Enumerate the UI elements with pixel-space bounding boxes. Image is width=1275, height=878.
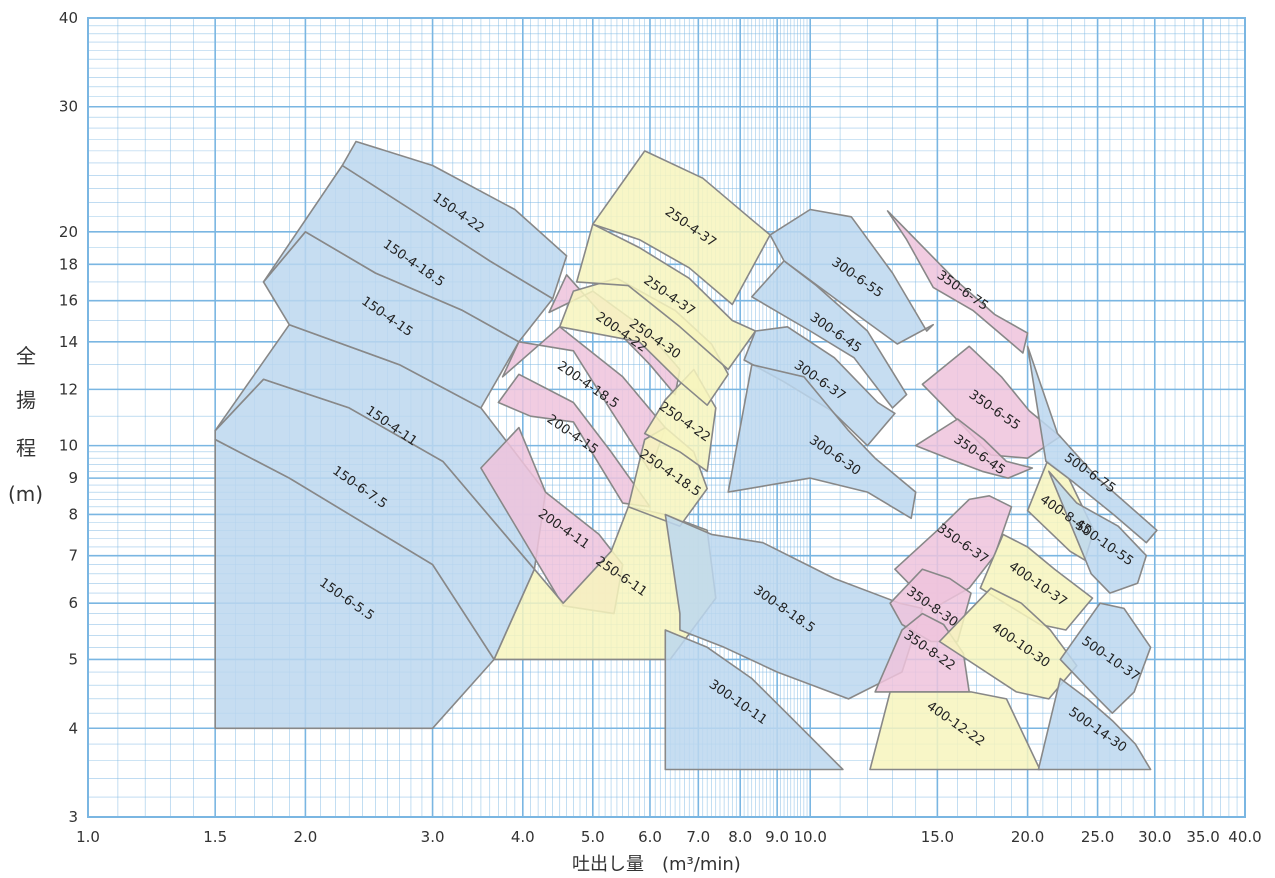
x-tick-label: 2.0 xyxy=(293,828,317,846)
x-tick-label: 25.0 xyxy=(1081,828,1114,846)
y-tick-label: 30 xyxy=(59,98,78,116)
y-tick-label: 8 xyxy=(68,506,78,524)
y-tick-label: 4 xyxy=(68,719,78,737)
zone-150-4-22 xyxy=(341,140,568,300)
x-tick-label: 15.0 xyxy=(921,828,954,846)
y-tick-label: 12 xyxy=(59,380,78,398)
zone-300-6-45 xyxy=(750,260,908,409)
y-tick-label: 5 xyxy=(68,650,78,668)
zone-250-4-37 xyxy=(575,223,757,371)
zone-300-6-30 xyxy=(727,363,917,520)
zone-500-10-37 xyxy=(1059,602,1152,715)
x-tick-label: 3.0 xyxy=(421,828,445,846)
y-axis-label-char-3: 程 xyxy=(16,436,36,460)
zone-300-10-11 xyxy=(664,629,844,771)
y-tick-label: 9 xyxy=(68,469,78,487)
x-tick-label: 1.0 xyxy=(76,828,100,846)
zone-400-10-30 xyxy=(938,587,1078,700)
zone-500-10-55 xyxy=(1048,470,1148,594)
zone-500-6-75 xyxy=(1026,345,1158,544)
y-tick-label: 14 xyxy=(59,333,78,351)
y-tick-label: 3 xyxy=(68,808,78,826)
x-axis-label: 吐出し量 (m³/min) xyxy=(572,854,741,875)
y-tick-label: 7 xyxy=(68,547,78,565)
zone-500-14-30 xyxy=(1037,677,1152,771)
y-tick-label: 10 xyxy=(59,437,78,455)
x-tick-label: 8.0 xyxy=(728,828,752,846)
x-tick-label: 9.0 xyxy=(765,828,789,846)
x-axis-tick-labels: 1.0 1.5 2.0 3.0 4.0 5.0 6.0 7.0 8.0 9.0 10.0 15.0 20… xyxy=(76,828,1262,846)
x-tick-label: 35.0 xyxy=(1186,828,1219,846)
x-tick-label: 1.5 xyxy=(203,828,227,846)
x-tick-label: 40.0 xyxy=(1228,828,1261,846)
x-tick-label: 30.0 xyxy=(1138,828,1171,846)
pump-model-zones xyxy=(214,140,1158,771)
zone-350-6-45 xyxy=(914,418,1034,479)
y-tick-label: 18 xyxy=(59,255,78,273)
zone-400-12-22 xyxy=(869,691,1041,771)
y-axis-tick-labels: 3 4 5 6 7 8 9 10 12 14 16 18 20 30 40 xyxy=(59,9,78,826)
x-tick-label: 5.0 xyxy=(581,828,605,846)
y-tick-label: 20 xyxy=(59,223,78,241)
zone-350-6-75 xyxy=(886,210,1029,354)
x-tick-label: 6.0 xyxy=(638,828,662,846)
y-tick-label: 40 xyxy=(59,9,78,27)
y-axis-label-char-1: 全 xyxy=(16,344,36,368)
y-axis-label-char-2: 揚 xyxy=(16,388,36,412)
plot-border xyxy=(87,17,1246,818)
y-tick-label: 6 xyxy=(68,594,78,612)
x-tick-label: 10.0 xyxy=(793,828,826,846)
x-tick-label: 20.0 xyxy=(1011,828,1044,846)
x-tick-label: 7.0 xyxy=(686,828,710,846)
y-axis-label-unit: (m) xyxy=(8,482,44,506)
y-tick-label: 16 xyxy=(59,292,78,310)
x-tick-label: 4.0 xyxy=(511,828,535,846)
